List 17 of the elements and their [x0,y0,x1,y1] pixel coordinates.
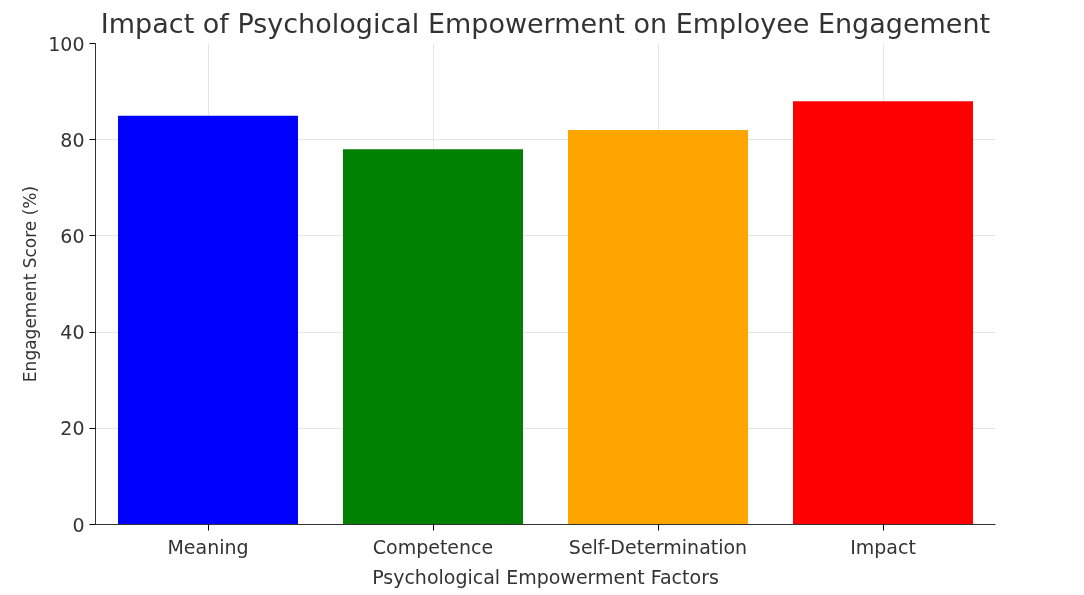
bar [793,101,973,525]
x-axis-title: Psychological Empowerment Factors [372,565,719,588]
x-tick-label: Meaning [167,535,249,558]
bar [568,130,748,525]
x-tick-label: Competence [372,535,494,558]
y-tick-label: 60 [60,224,85,247]
y-tick-label: 0 [72,513,85,536]
chart-title: Impact of Psychological Empowerment on Employee Engagement [100,7,991,39]
x-tick-label: Self-Determination [568,535,748,558]
y-tick-label: 20 [60,417,85,440]
bar [118,115,298,525]
x-tick-label: Impact [850,535,916,558]
y-tick-label: 40 [60,321,85,344]
y-tick-label: 80 [60,128,85,151]
y-tick-label: 100 [48,32,85,55]
bar [343,149,523,525]
y-axis-title: Engagement Score (%) [20,185,41,383]
